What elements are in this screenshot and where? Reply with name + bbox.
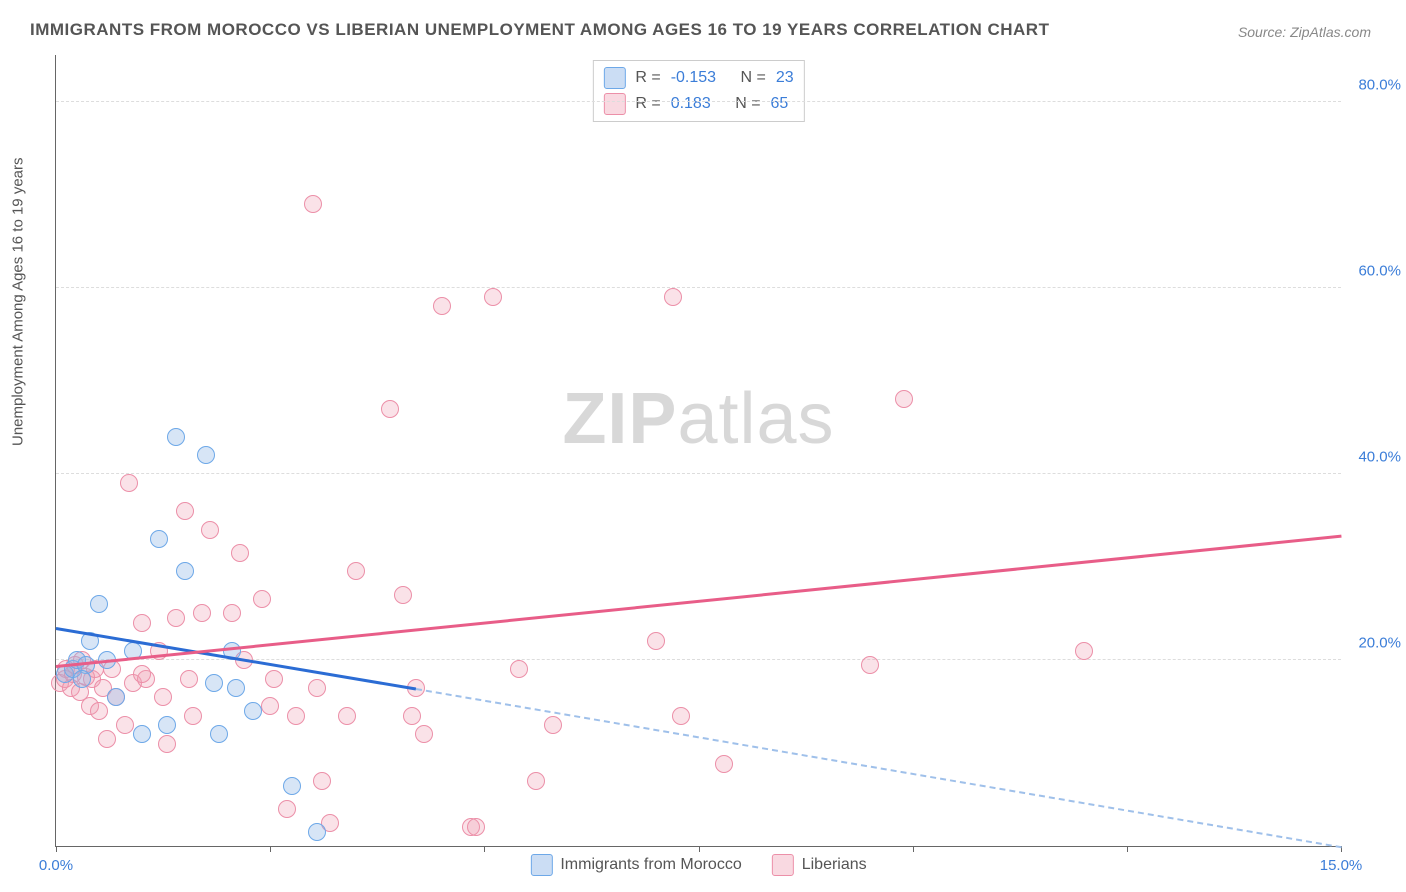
scatter-point — [133, 614, 151, 632]
scatter-point — [116, 716, 134, 734]
scatter-point — [484, 288, 502, 306]
scatter-point — [205, 674, 223, 692]
correlation-legend: R = -0.153 N = 23 R = 0.183 N = 65 — [592, 60, 804, 122]
scatter-point — [433, 297, 451, 315]
scatter-point — [158, 735, 176, 753]
y-tick-label: 20.0% — [1346, 634, 1401, 651]
scatter-point — [308, 823, 326, 841]
x-tick-mark — [913, 846, 914, 852]
scatter-point — [1075, 642, 1093, 660]
scatter-point — [715, 755, 733, 773]
scatter-point — [261, 697, 279, 715]
scatter-point — [403, 707, 421, 725]
scatter-point — [287, 707, 305, 725]
scatter-point — [313, 772, 331, 790]
series-legend: Immigrants from Morocco Liberians — [530, 854, 866, 876]
scatter-point — [278, 800, 296, 818]
swatch-a-icon — [603, 67, 625, 89]
scatter-point — [90, 702, 108, 720]
legend-item-b: Liberians — [772, 854, 867, 876]
scatter-point — [338, 707, 356, 725]
chart-title: IMMIGRANTS FROM MOROCCO VS LIBERIAN UNEM… — [30, 20, 1376, 40]
scatter-point — [133, 725, 151, 743]
scatter-point — [223, 604, 241, 622]
legend-row-b: R = 0.183 N = 65 — [603, 91, 793, 117]
watermark: ZIPatlas — [562, 378, 834, 460]
scatter-point — [107, 688, 125, 706]
scatter-point — [210, 725, 228, 743]
scatter-point — [231, 544, 249, 562]
x-tick-label: 15.0% — [1320, 857, 1363, 874]
x-tick-label: 0.0% — [39, 857, 73, 874]
scatter-point — [73, 670, 91, 688]
scatter-point — [176, 562, 194, 580]
scatter-point — [120, 474, 138, 492]
swatch-a-icon — [530, 854, 552, 876]
legend-row-a: R = -0.153 N = 23 — [603, 65, 793, 91]
x-tick-mark — [699, 846, 700, 852]
r-value-b: 0.183 — [671, 95, 711, 113]
swatch-b-icon — [772, 854, 794, 876]
scatter-point — [184, 707, 202, 725]
scatter-point — [133, 665, 151, 683]
chart-container: IMMIGRANTS FROM MOROCCO VS LIBERIAN UNEM… — [0, 0, 1406, 892]
n-value-b: 65 — [771, 95, 789, 113]
scatter-point — [381, 400, 399, 418]
scatter-point — [895, 390, 913, 408]
trend-line — [416, 688, 1342, 848]
x-tick-mark — [270, 846, 271, 852]
scatter-point — [158, 716, 176, 734]
scatter-point — [98, 730, 116, 748]
scatter-point — [201, 521, 219, 539]
y-tick-label: 60.0% — [1346, 262, 1401, 279]
scatter-point — [150, 530, 168, 548]
scatter-point — [308, 679, 326, 697]
scatter-point — [467, 818, 485, 836]
scatter-point — [672, 707, 690, 725]
legend-item-a: Immigrants from Morocco — [530, 854, 741, 876]
scatter-point — [193, 604, 211, 622]
scatter-point — [347, 562, 365, 580]
scatter-point — [544, 716, 562, 734]
scatter-point — [265, 670, 283, 688]
scatter-point — [394, 586, 412, 604]
plot-area: ZIPatlas R = -0.153 N = 23 R = 0.183 N =… — [55, 55, 1341, 847]
scatter-point — [861, 656, 879, 674]
x-tick-mark — [56, 846, 57, 852]
x-tick-mark — [484, 846, 485, 852]
scatter-point — [244, 702, 262, 720]
y-axis-label: Unemployment Among Ages 16 to 19 years — [10, 157, 27, 446]
scatter-point — [227, 679, 245, 697]
y-tick-label: 80.0% — [1346, 76, 1401, 93]
scatter-point — [283, 777, 301, 795]
r-value-a: -0.153 — [671, 69, 716, 87]
scatter-point — [647, 632, 665, 650]
scatter-point — [253, 590, 271, 608]
scatter-point — [167, 428, 185, 446]
y-tick-label: 40.0% — [1346, 448, 1401, 465]
scatter-point — [510, 660, 528, 678]
scatter-point — [176, 502, 194, 520]
swatch-b-icon — [603, 93, 625, 115]
gridline — [56, 101, 1341, 102]
x-tick-mark — [1127, 846, 1128, 852]
scatter-point — [90, 595, 108, 613]
scatter-point — [304, 195, 322, 213]
scatter-point — [167, 609, 185, 627]
scatter-point — [197, 446, 215, 464]
gridline — [56, 473, 1341, 474]
scatter-point — [154, 688, 172, 706]
scatter-point — [664, 288, 682, 306]
source-attribution: Source: ZipAtlas.com — [1238, 24, 1371, 40]
scatter-point — [180, 670, 198, 688]
n-value-a: 23 — [776, 69, 794, 87]
scatter-point — [527, 772, 545, 790]
scatter-point — [415, 725, 433, 743]
gridline — [56, 287, 1341, 288]
